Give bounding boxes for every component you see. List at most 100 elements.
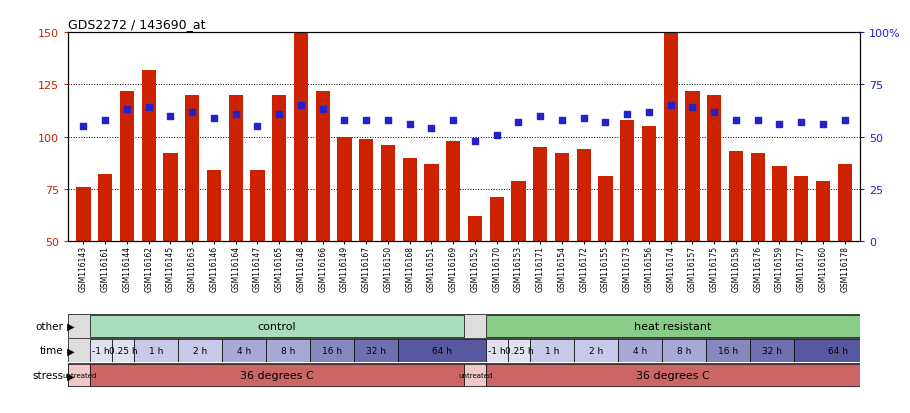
Point bbox=[163, 113, 177, 120]
Bar bbox=[663, 33, 678, 242]
Bar bbox=[794, 177, 808, 242]
Text: 36 degrees C: 36 degrees C bbox=[636, 370, 710, 380]
Bar bbox=[486, 315, 860, 337]
Bar bbox=[618, 339, 662, 362]
Point bbox=[207, 115, 221, 122]
Text: 36 degrees C: 36 degrees C bbox=[240, 370, 314, 380]
Bar bbox=[533, 148, 547, 242]
Point bbox=[773, 121, 787, 128]
Text: 0.25 h: 0.25 h bbox=[109, 346, 137, 355]
Text: control: control bbox=[258, 321, 297, 331]
Bar bbox=[310, 339, 354, 362]
Bar bbox=[446, 142, 460, 242]
Point bbox=[338, 117, 352, 124]
Text: 0.25 h: 0.25 h bbox=[505, 346, 533, 355]
Bar bbox=[642, 127, 656, 242]
Point bbox=[815, 121, 830, 128]
Bar bbox=[354, 339, 399, 362]
Point bbox=[837, 117, 852, 124]
Bar bbox=[316, 91, 329, 242]
Text: 16 h: 16 h bbox=[322, 346, 342, 355]
Text: 2 h: 2 h bbox=[589, 346, 603, 355]
Bar bbox=[266, 339, 310, 362]
Bar bbox=[68, 364, 90, 387]
Text: 2 h: 2 h bbox=[193, 346, 207, 355]
Bar bbox=[135, 339, 178, 362]
Text: GDS2272 / 143690_at: GDS2272 / 143690_at bbox=[68, 17, 206, 31]
Point bbox=[185, 109, 199, 116]
Point bbox=[424, 126, 439, 132]
Point bbox=[729, 117, 743, 124]
Point bbox=[228, 111, 243, 118]
Text: 1 h: 1 h bbox=[149, 346, 164, 355]
Bar bbox=[90, 364, 464, 387]
Point bbox=[120, 107, 135, 114]
Bar bbox=[838, 164, 852, 242]
Bar bbox=[398, 339, 486, 362]
Bar bbox=[112, 339, 135, 362]
Text: time: time bbox=[40, 346, 64, 356]
Text: 32 h: 32 h bbox=[366, 346, 386, 355]
Text: untreated: untreated bbox=[62, 373, 96, 378]
Bar bbox=[142, 71, 156, 242]
Bar bbox=[530, 339, 574, 362]
Point bbox=[707, 109, 722, 116]
Point bbox=[555, 117, 570, 124]
Bar bbox=[508, 339, 530, 362]
Text: -1 h: -1 h bbox=[489, 346, 506, 355]
Text: stress: stress bbox=[33, 370, 64, 380]
Bar bbox=[511, 181, 526, 242]
Point bbox=[685, 105, 700, 112]
Point bbox=[359, 117, 373, 124]
Bar bbox=[464, 364, 486, 387]
Point bbox=[751, 117, 765, 124]
Bar bbox=[577, 150, 591, 242]
Bar bbox=[250, 171, 265, 242]
Bar bbox=[338, 137, 351, 242]
Text: 16 h: 16 h bbox=[718, 346, 738, 355]
Bar bbox=[272, 95, 287, 242]
Text: ▶: ▶ bbox=[64, 370, 75, 380]
Point bbox=[98, 117, 113, 124]
Bar bbox=[164, 154, 177, 242]
Bar bbox=[707, 95, 722, 242]
Bar bbox=[555, 154, 569, 242]
Point bbox=[576, 115, 591, 122]
Text: 4 h: 4 h bbox=[238, 346, 251, 355]
Point bbox=[663, 103, 678, 109]
Bar bbox=[729, 152, 743, 242]
Text: 64 h: 64 h bbox=[828, 346, 848, 355]
Bar bbox=[90, 339, 112, 362]
Bar bbox=[620, 121, 634, 242]
Text: heat resistant: heat resistant bbox=[634, 321, 712, 331]
Bar bbox=[222, 339, 266, 362]
Bar bbox=[207, 171, 221, 242]
Text: untreated: untreated bbox=[458, 373, 492, 378]
Bar bbox=[359, 140, 373, 242]
Point bbox=[250, 123, 265, 130]
Bar bbox=[794, 339, 882, 362]
Bar bbox=[185, 95, 199, 242]
Text: 8 h: 8 h bbox=[677, 346, 692, 355]
Bar bbox=[816, 181, 830, 242]
Bar bbox=[228, 95, 243, 242]
Point bbox=[316, 107, 330, 114]
Bar bbox=[773, 166, 786, 242]
Bar bbox=[294, 33, 308, 242]
Bar bbox=[486, 339, 508, 362]
Bar bbox=[402, 158, 417, 242]
Bar bbox=[685, 91, 700, 242]
Point bbox=[272, 111, 287, 118]
Bar bbox=[90, 315, 464, 337]
Point bbox=[76, 123, 91, 130]
Text: 32 h: 32 h bbox=[762, 346, 782, 355]
Point bbox=[402, 121, 417, 128]
Text: other: other bbox=[35, 321, 64, 331]
Bar bbox=[486, 364, 860, 387]
Bar bbox=[662, 339, 706, 362]
Point bbox=[511, 119, 526, 126]
Bar bbox=[468, 216, 482, 242]
Bar bbox=[751, 154, 764, 242]
Bar bbox=[599, 177, 612, 242]
Point bbox=[380, 117, 395, 124]
